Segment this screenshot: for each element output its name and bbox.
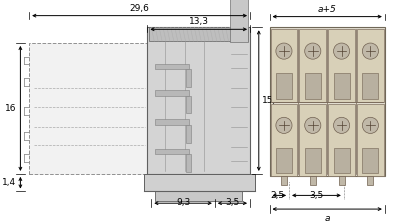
Bar — [310, 176, 316, 185]
Text: a: a — [324, 214, 330, 223]
Bar — [334, 73, 350, 99]
Bar — [155, 192, 242, 201]
Text: 1,4: 1,4 — [2, 178, 16, 187]
Bar — [144, 174, 255, 192]
Bar — [328, 103, 355, 176]
Bar — [305, 73, 321, 99]
Circle shape — [276, 117, 292, 134]
Circle shape — [334, 43, 350, 59]
Bar — [276, 148, 292, 173]
Bar — [148, 27, 250, 174]
Bar — [155, 149, 190, 154]
Bar — [368, 176, 373, 185]
Circle shape — [362, 117, 378, 134]
Bar — [299, 103, 326, 176]
Bar — [299, 29, 326, 102]
Bar — [149, 27, 248, 41]
Bar — [270, 103, 297, 176]
Text: 2,5: 2,5 — [270, 191, 285, 200]
Circle shape — [362, 43, 378, 59]
Bar — [334, 148, 350, 173]
Bar — [305, 148, 321, 173]
Bar — [230, 0, 248, 42]
Bar — [155, 64, 190, 69]
Text: 16: 16 — [5, 104, 16, 113]
Text: 15,2: 15,2 — [262, 96, 282, 105]
Bar — [186, 69, 191, 87]
Circle shape — [305, 43, 321, 59]
Bar — [186, 96, 191, 113]
Bar — [357, 103, 384, 176]
Bar — [155, 90, 190, 96]
Bar — [362, 148, 378, 173]
Text: 3,5: 3,5 — [225, 198, 240, 207]
Bar — [155, 119, 190, 125]
Circle shape — [276, 43, 292, 59]
Bar — [362, 73, 378, 99]
Circle shape — [334, 117, 350, 134]
Text: 9,3: 9,3 — [176, 198, 190, 207]
Bar — [357, 29, 384, 102]
Bar — [186, 154, 191, 172]
Bar — [186, 125, 191, 143]
Bar — [281, 176, 287, 185]
Text: 13,3: 13,3 — [189, 17, 209, 26]
Text: 29,6: 29,6 — [130, 4, 150, 13]
Bar — [276, 73, 292, 99]
Circle shape — [305, 117, 321, 134]
Bar — [270, 27, 385, 176]
Bar — [339, 176, 344, 185]
Bar — [29, 43, 148, 174]
Bar — [270, 29, 297, 102]
Bar — [328, 29, 355, 102]
Text: 3,5: 3,5 — [309, 191, 324, 200]
Text: a+5: a+5 — [318, 5, 336, 14]
